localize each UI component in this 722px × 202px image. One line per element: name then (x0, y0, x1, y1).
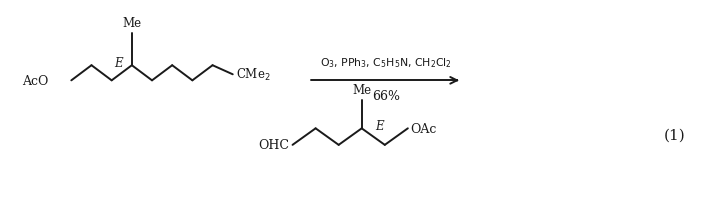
Text: CMe$_2$: CMe$_2$ (236, 67, 271, 83)
Text: Me: Me (122, 17, 142, 30)
Text: OAc: OAc (411, 122, 437, 135)
Text: Me: Me (352, 84, 371, 97)
Text: O$_3$, PPh$_3$, C$_5$H$_5$N, CH$_2$Cl$_2$: O$_3$, PPh$_3$, C$_5$H$_5$N, CH$_2$Cl$_2… (321, 56, 452, 70)
Text: E: E (375, 119, 384, 132)
Text: OHC: OHC (258, 139, 290, 152)
Text: 66%: 66% (373, 90, 400, 103)
Text: AcO: AcO (22, 75, 48, 87)
Text: (1): (1) (664, 128, 685, 142)
Text: E: E (114, 57, 123, 69)
